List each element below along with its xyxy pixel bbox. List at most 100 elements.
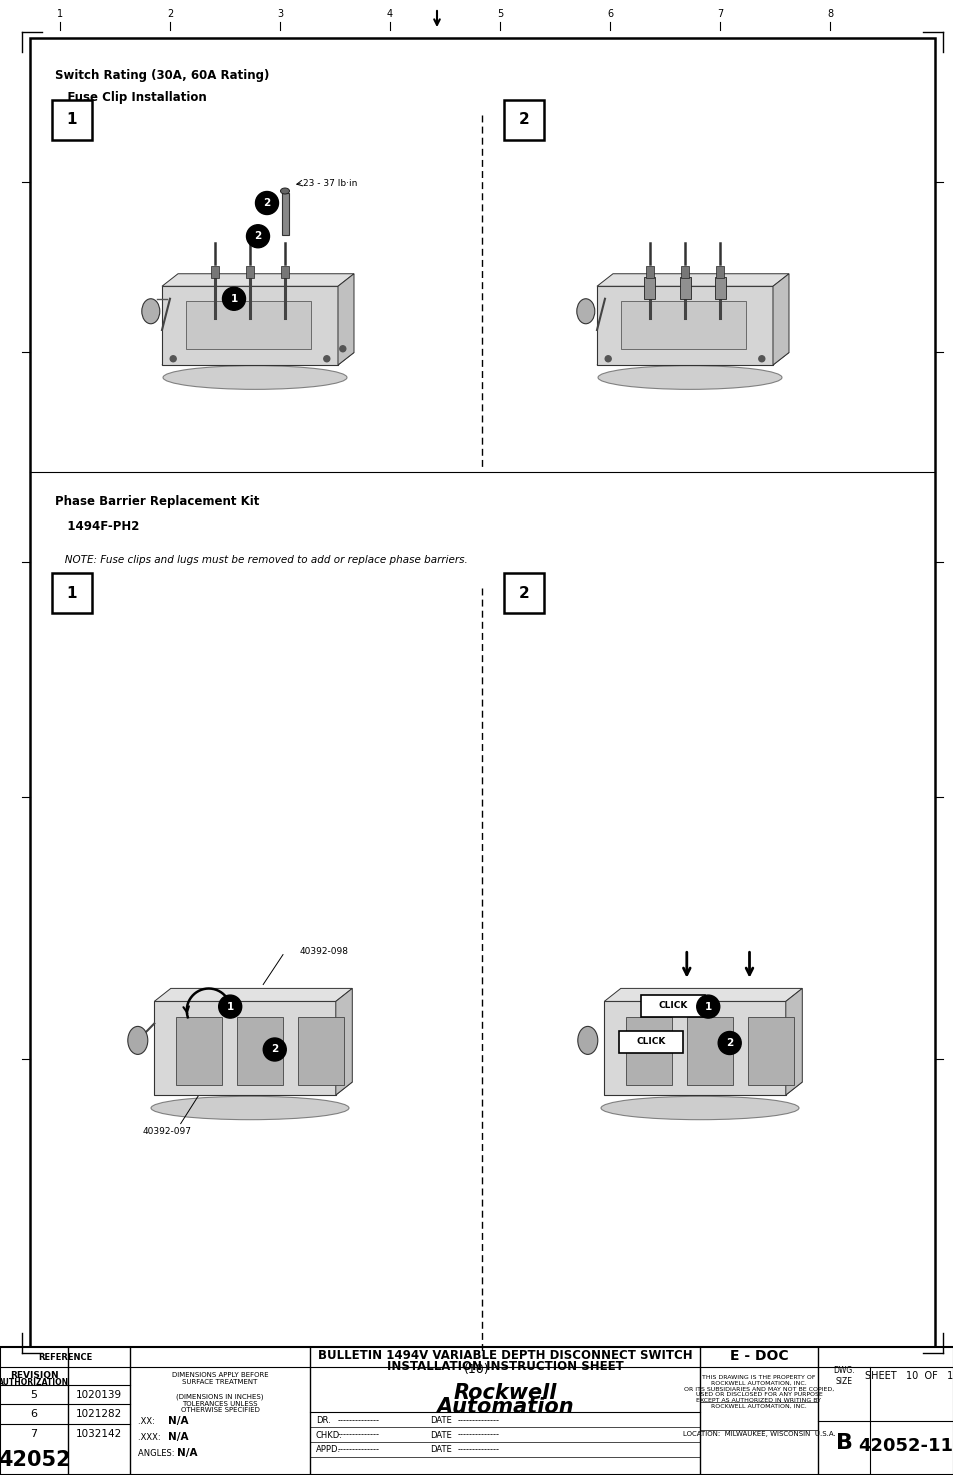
Text: DIMENSIONS APPLY BEFORE
SURFACE TREATMENT

(DIMENSIONS IN INCHES)
TOLERANCES UNL: DIMENSIONS APPLY BEFORE SURFACE TREATMEN… <box>172 1372 268 1413</box>
Bar <box>747 1016 793 1084</box>
Polygon shape <box>597 274 788 286</box>
Text: DWG.
SIZE: DWG. SIZE <box>832 1366 854 1385</box>
Circle shape <box>696 996 719 1018</box>
Text: INSTALLATION INSTRUCTION SHEET: INSTALLATION INSTRUCTION SHEET <box>386 1360 622 1373</box>
Circle shape <box>222 288 245 310</box>
Text: 1032142: 1032142 <box>76 1429 122 1440</box>
Text: 1: 1 <box>227 1002 233 1012</box>
Polygon shape <box>785 988 801 1094</box>
Text: 1: 1 <box>67 586 77 600</box>
Text: 1020139: 1020139 <box>76 1389 122 1400</box>
Polygon shape <box>337 274 354 364</box>
Ellipse shape <box>578 1027 598 1055</box>
Text: REFERENCE: REFERENCE <box>38 1353 92 1361</box>
Text: 1: 1 <box>230 294 237 304</box>
Text: 5: 5 <box>497 9 502 19</box>
Text: BULLETIN 1494V VARIABLE DEPTH DISCONNECT SWITCH: BULLETIN 1494V VARIABLE DEPTH DISCONNECT… <box>317 1350 692 1361</box>
Text: .XX:: .XX: <box>138 1416 160 1425</box>
Bar <box>643 277 655 299</box>
Bar <box>620 301 745 348</box>
Text: LOCATION:  MILWAUKEE, WISCONSIN  U.S.A.: LOCATION: MILWAUKEE, WISCONSIN U.S.A. <box>682 1431 835 1437</box>
Polygon shape <box>597 353 788 364</box>
Circle shape <box>263 1038 286 1061</box>
Bar <box>236 1016 283 1084</box>
Circle shape <box>218 996 241 1018</box>
Text: APPD.: APPD. <box>315 1446 341 1454</box>
Circle shape <box>323 355 330 361</box>
Polygon shape <box>603 988 801 1002</box>
Text: DATE: DATE <box>430 1431 452 1440</box>
Ellipse shape <box>577 299 594 323</box>
Text: 2: 2 <box>254 232 261 242</box>
Text: 23 - 37 lb·in: 23 - 37 lb·in <box>303 178 357 187</box>
Bar <box>297 1016 344 1084</box>
Ellipse shape <box>151 1096 349 1120</box>
Text: 1: 1 <box>67 112 77 127</box>
FancyBboxPatch shape <box>640 994 704 1016</box>
Text: (10): (10) <box>464 1363 489 1376</box>
Bar <box>679 277 690 299</box>
Circle shape <box>170 355 176 361</box>
Text: Automation: Automation <box>436 1397 573 1417</box>
Bar <box>52 572 91 614</box>
Text: --------------: -------------- <box>337 1446 379 1454</box>
Text: SHEET   10  OF   17: SHEET 10 OF 17 <box>863 1370 953 1381</box>
Ellipse shape <box>598 366 781 389</box>
Text: 3: 3 <box>276 9 283 19</box>
Bar <box>645 266 653 277</box>
Polygon shape <box>154 1002 335 1094</box>
Text: 6: 6 <box>30 1409 37 1419</box>
Polygon shape <box>603 1083 801 1094</box>
Bar <box>211 266 218 277</box>
Polygon shape <box>154 988 352 1002</box>
Text: 2: 2 <box>263 198 271 208</box>
Ellipse shape <box>128 1027 148 1055</box>
Text: 6: 6 <box>606 9 613 19</box>
Text: Rockwell: Rockwell <box>453 1384 557 1403</box>
Ellipse shape <box>280 187 289 195</box>
Text: 1021282: 1021282 <box>76 1409 122 1419</box>
Text: 7: 7 <box>716 9 722 19</box>
Text: 2: 2 <box>518 112 529 127</box>
Text: DATE: DATE <box>430 1446 452 1454</box>
Text: Switch Rating (30A, 60A Rating): Switch Rating (30A, 60A Rating) <box>55 68 269 81</box>
Bar <box>680 266 688 277</box>
Polygon shape <box>162 274 354 286</box>
Circle shape <box>758 355 764 361</box>
Bar <box>186 301 311 348</box>
Bar <box>625 1016 671 1084</box>
Text: THIS DRAWING IS THE PROPERTY OF
ROCKWELL AUTOMATION, INC.
OR ITS SUBSIDIARIES AN: THIS DRAWING IS THE PROPERTY OF ROCKWELL… <box>683 1375 833 1409</box>
Bar <box>30 38 934 1347</box>
Bar <box>686 1016 732 1084</box>
Ellipse shape <box>600 1096 799 1120</box>
Text: AUTHORIZATION: AUTHORIZATION <box>0 1378 70 1386</box>
Circle shape <box>339 345 345 351</box>
Text: 2: 2 <box>167 9 172 19</box>
Text: DATE: DATE <box>430 1416 452 1425</box>
Text: ANGLES:: ANGLES: <box>138 1448 177 1457</box>
Bar <box>281 193 288 235</box>
Polygon shape <box>597 286 772 364</box>
Bar <box>503 572 543 614</box>
Text: CHKD.: CHKD. <box>315 1431 342 1440</box>
Text: 42052-116: 42052-116 <box>858 1437 953 1454</box>
Text: E - DOC: E - DOC <box>729 1348 787 1363</box>
Text: N/A: N/A <box>168 1432 189 1443</box>
Circle shape <box>255 192 278 214</box>
Text: 4: 4 <box>387 9 393 19</box>
Polygon shape <box>154 1083 352 1094</box>
Circle shape <box>718 1031 740 1055</box>
Circle shape <box>604 355 611 361</box>
Text: 40392-098: 40392-098 <box>299 947 348 956</box>
Text: --------------: -------------- <box>457 1416 499 1425</box>
Text: --------------: -------------- <box>457 1446 499 1454</box>
Text: --------------: -------------- <box>457 1431 499 1440</box>
Bar <box>246 266 253 277</box>
Text: 7: 7 <box>30 1429 37 1440</box>
Text: 2: 2 <box>518 586 529 600</box>
Text: 2: 2 <box>271 1044 278 1055</box>
Polygon shape <box>162 286 337 364</box>
Text: B: B <box>835 1434 852 1453</box>
Text: CLICK: CLICK <box>658 1002 687 1010</box>
FancyBboxPatch shape <box>618 1031 682 1053</box>
